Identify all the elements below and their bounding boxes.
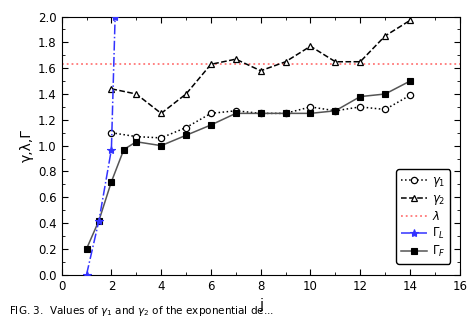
Line: $\Gamma_L$: $\Gamma_L$: [82, 12, 119, 279]
$\gamma_2$: [158, 111, 164, 115]
$\gamma_2$: [382, 34, 388, 38]
Line: $\Gamma_F$: $\Gamma_F$: [83, 78, 413, 252]
$\Gamma_F$: [233, 111, 238, 115]
$\Gamma_F$: [407, 79, 413, 83]
$\Gamma_F$: [183, 133, 189, 137]
$\gamma_1$: [283, 111, 288, 115]
$\gamma_2$: [134, 92, 139, 96]
$\gamma_1$: [357, 105, 363, 109]
$\gamma_2$: [357, 60, 363, 64]
$\Gamma_F$: [208, 123, 214, 127]
$\gamma_1$: [233, 109, 238, 113]
Line: $\gamma_1$: $\gamma_1$: [108, 92, 413, 141]
$\gamma_2$: [283, 60, 288, 64]
$\gamma_2$: [332, 60, 338, 64]
$\Gamma_F$: [158, 144, 164, 148]
$\gamma_1$: [332, 109, 338, 113]
$\gamma_1$: [382, 108, 388, 112]
$\Gamma_F$: [83, 247, 89, 251]
$\Gamma_L$: [109, 148, 114, 152]
$\gamma_1$: [308, 105, 313, 109]
$\gamma_2$: [109, 87, 114, 91]
$\Gamma_F$: [121, 148, 127, 152]
$\gamma_1$: [183, 125, 189, 129]
$\Gamma_L$: [83, 273, 89, 277]
$\gamma_2$: [407, 19, 413, 23]
$\Gamma_F$: [134, 140, 139, 144]
Y-axis label: γ,λ,Γ: γ,λ,Γ: [20, 129, 34, 162]
$\Gamma_L$: [112, 15, 118, 19]
$\gamma_2$: [183, 92, 189, 96]
$\gamma_1$: [258, 111, 264, 115]
$\Gamma_F$: [283, 111, 288, 115]
$\gamma_2$: [208, 62, 214, 66]
$\gamma_1$: [158, 136, 164, 140]
$\gamma_1$: [208, 111, 214, 115]
$\gamma_1$: [109, 131, 114, 135]
$\Gamma_F$: [96, 218, 102, 222]
$\Gamma_F$: [332, 109, 338, 113]
$\Gamma_F$: [308, 111, 313, 115]
$\lambda$: [83, 62, 89, 66]
$\Gamma_F$: [109, 180, 114, 184]
Legend: $\gamma_1$, $\gamma_2$, $\lambda$, $\Gamma_L$, $\Gamma_F$: $\gamma_1$, $\gamma_2$, $\lambda$, $\Gam…: [396, 169, 450, 264]
$\gamma_1$: [407, 93, 413, 97]
$\Gamma_F$: [382, 92, 388, 96]
Line: $\gamma_2$: $\gamma_2$: [108, 17, 413, 117]
$\Gamma_L$: [96, 218, 102, 222]
X-axis label: j: j: [259, 298, 263, 312]
$\Gamma_F$: [258, 111, 264, 115]
$\gamma_1$: [134, 135, 139, 139]
Text: FIG. 3.  Values of $\gamma_1$ and $\gamma_2$ of the exponential de...: FIG. 3. Values of $\gamma_1$ and $\gamma…: [9, 304, 274, 318]
$\gamma_2$: [308, 44, 313, 48]
$\gamma_2$: [258, 69, 264, 73]
$\lambda$: [59, 62, 64, 66]
$\Gamma_F$: [357, 95, 363, 99]
$\gamma_2$: [233, 57, 238, 61]
